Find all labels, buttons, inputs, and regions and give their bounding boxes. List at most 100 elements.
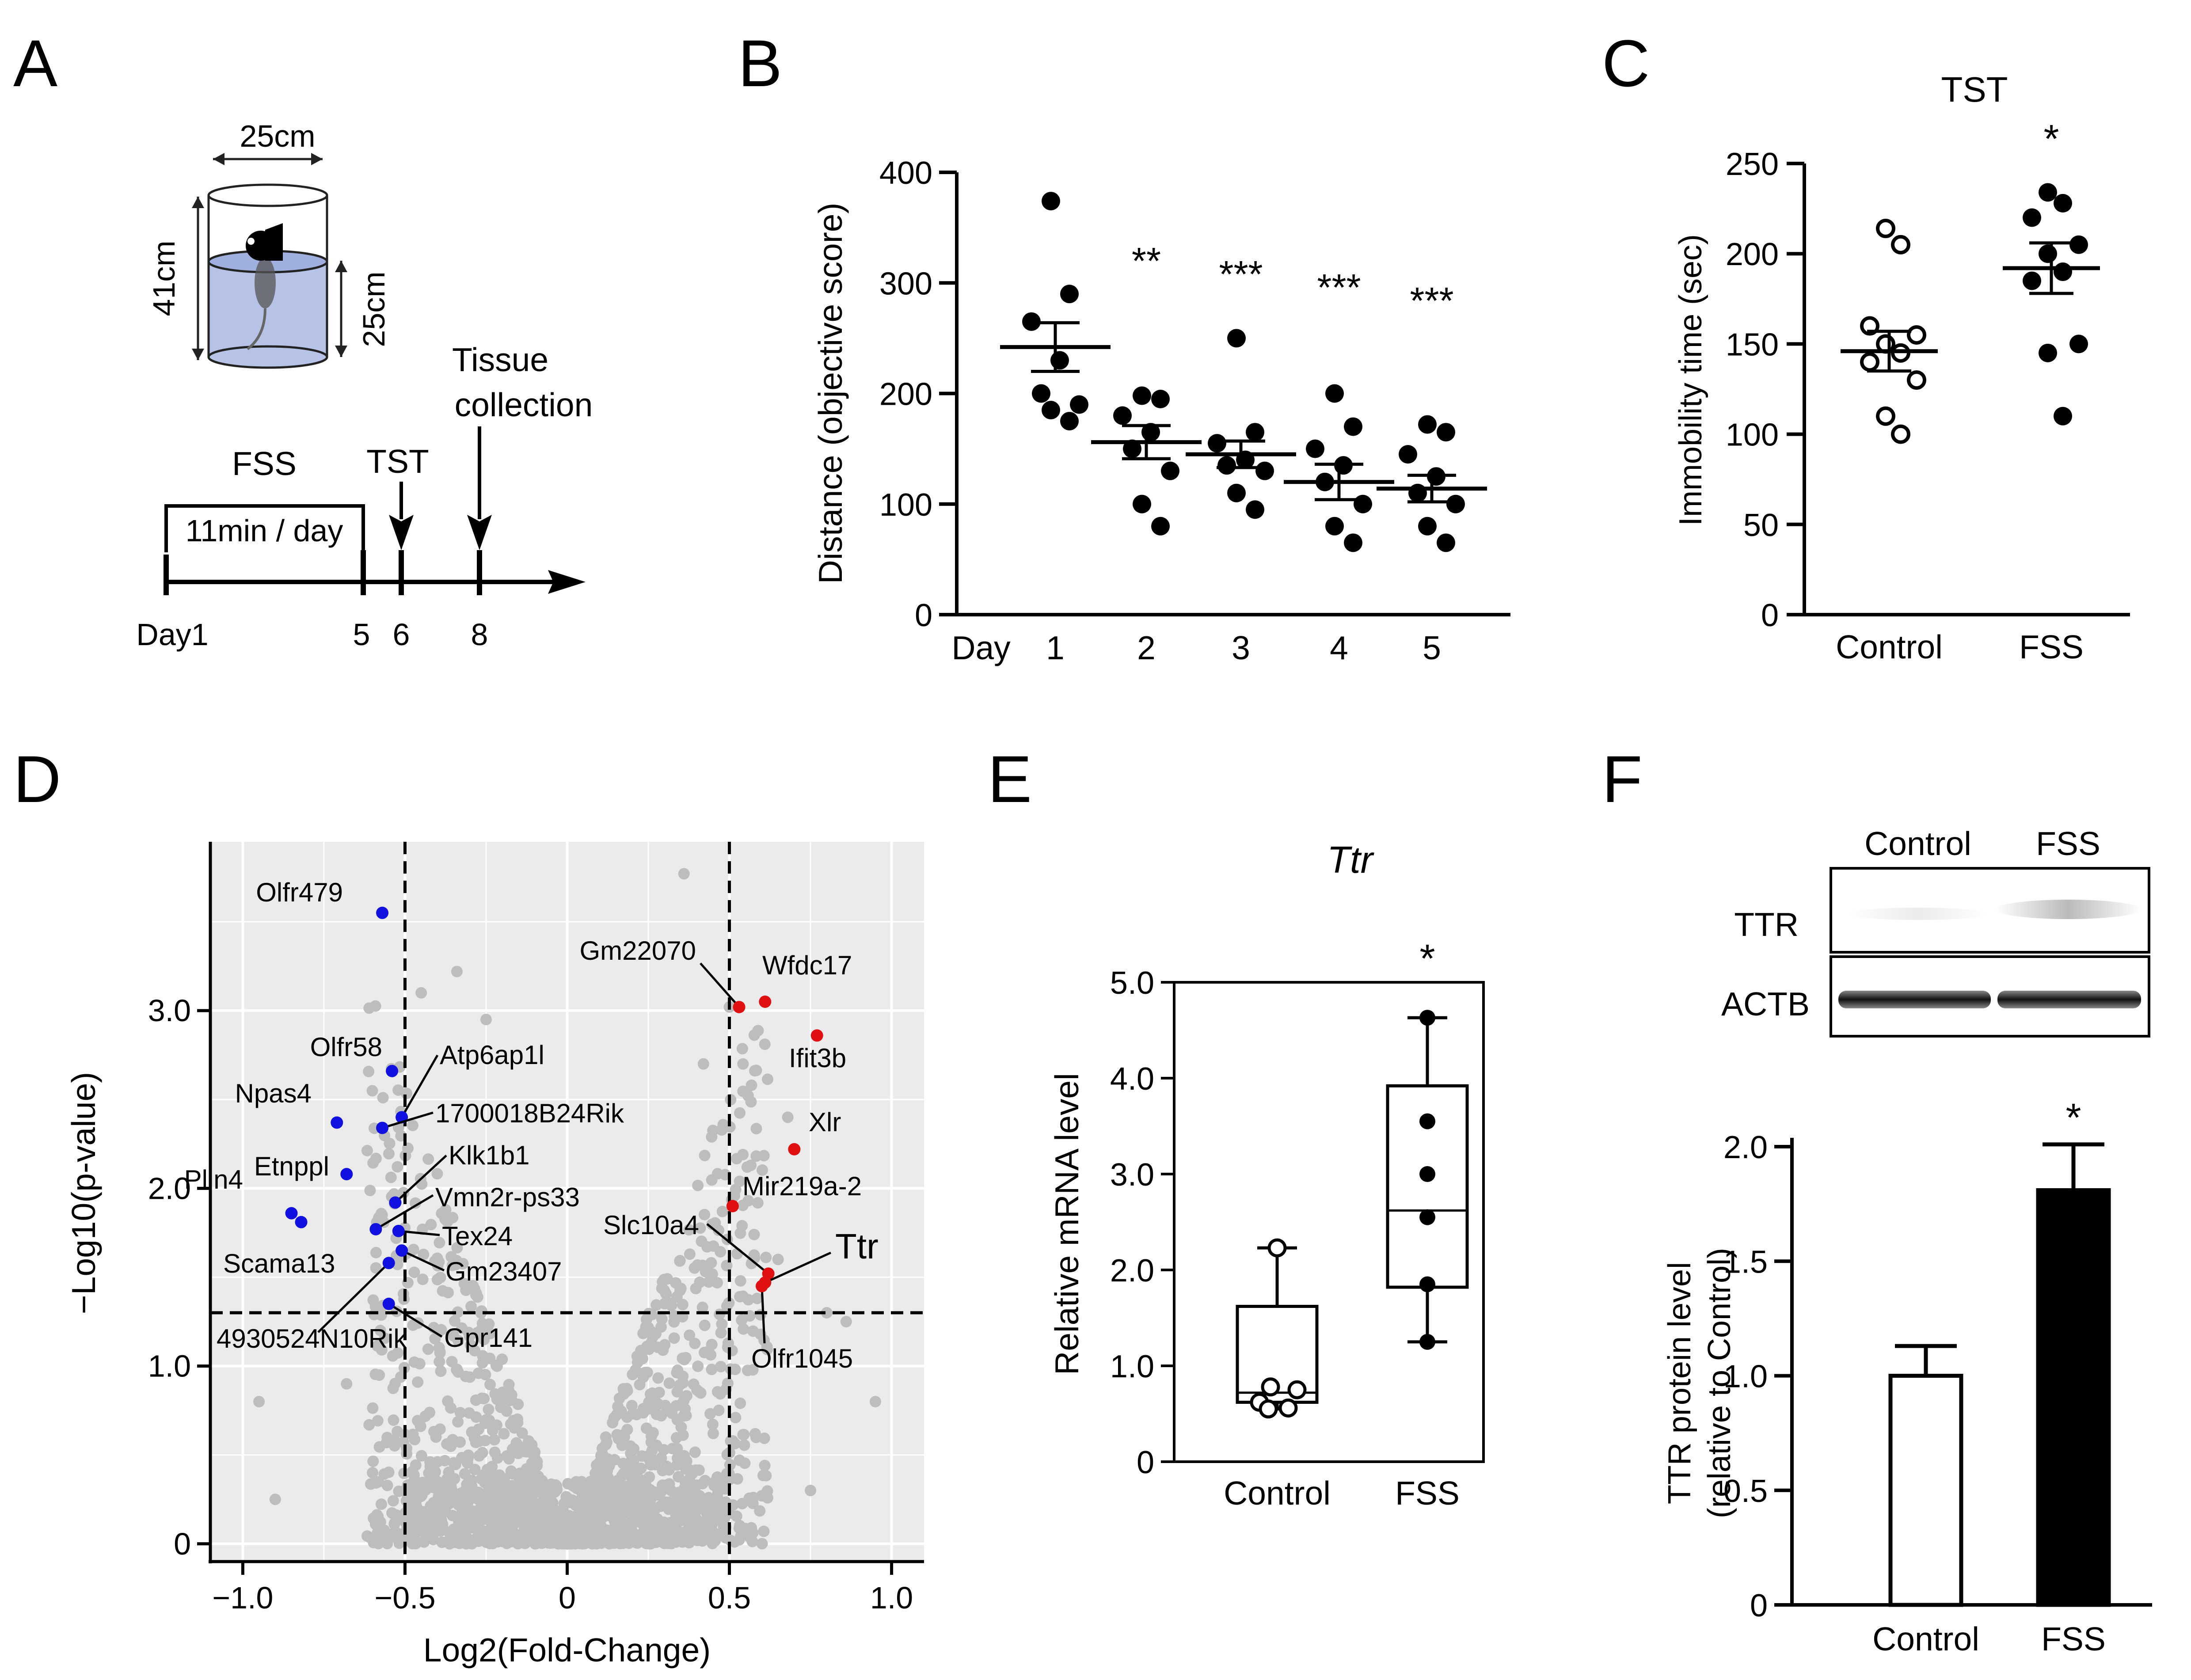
chart-d-background-point	[601, 1526, 612, 1538]
panel-b-letter: B	[738, 26, 782, 100]
chart-d-background-point	[431, 1168, 443, 1180]
chart-b-point	[1032, 384, 1050, 403]
chart-b-point	[1255, 461, 1274, 480]
chart-f-ytick-label: 0	[1750, 1588, 1768, 1623]
chart-d-background-point	[460, 1498, 472, 1510]
chart-d-label-leader	[700, 962, 740, 1008]
chart-d-background-point	[637, 1371, 649, 1383]
chart-d-background-point	[748, 1029, 760, 1041]
chart-d-background-point	[488, 1434, 500, 1446]
timeline-tick-6: 6	[393, 617, 410, 652]
chart-b-point	[1227, 329, 1246, 348]
chart-d-xtick-label: 0	[559, 1581, 576, 1615]
chart-d-background-point	[696, 1259, 708, 1271]
chart-d-background-point	[478, 1334, 490, 1346]
chart-d-background-point	[641, 1341, 653, 1353]
chart-d-background-point	[689, 1338, 701, 1349]
chart-d-background-point	[606, 1495, 618, 1507]
chart-b-point	[1042, 401, 1060, 420]
chart-d-background-point	[713, 1404, 725, 1416]
chart-d-up-gene-point	[755, 1280, 768, 1292]
chart-b-point	[1306, 439, 1324, 458]
chart-d-background-point	[607, 1417, 619, 1429]
chart-b-point	[1418, 517, 1437, 536]
chart-d-background-point	[679, 1507, 691, 1519]
chart-b-point	[1133, 386, 1151, 405]
chart-d-down-gene-point	[392, 1224, 405, 1237]
chart-d-background-point	[407, 1120, 418, 1132]
chart-d-background-point	[627, 1408, 639, 1420]
chart-d-background-point	[711, 1168, 723, 1180]
chart-d-ytick-label: 1.0	[148, 1349, 191, 1384]
chart-d-background-point	[444, 1476, 456, 1488]
chart-e-significance: *	[1419, 937, 1435, 981]
chart-d-background-point	[476, 1447, 488, 1459]
chart-d-background-point	[597, 1494, 609, 1506]
chart-d-background-point	[805, 1485, 817, 1497]
chart-d-xtick-label: 1.0	[870, 1581, 913, 1615]
chart-d-background-point	[710, 1492, 722, 1504]
chart-d-background-point	[678, 1482, 690, 1494]
chart-d-background-point	[730, 1412, 742, 1424]
chart-d-background-point	[393, 1485, 405, 1497]
chart-b-xtick-label: 5	[1423, 629, 1441, 666]
chart-d-background-point	[738, 1439, 750, 1451]
chart-d-down-gene-point	[285, 1207, 298, 1220]
chart-d-background-point	[429, 1333, 441, 1345]
chart-d-up-gene-point	[726, 1200, 739, 1212]
chart-d-background-point	[690, 1464, 702, 1476]
chart-d-background-point	[446, 1509, 458, 1521]
chart-d-background-point	[782, 1111, 794, 1123]
chart-d-background-point	[626, 1489, 638, 1501]
chart-b-ytick-label: 300	[879, 266, 932, 301]
chart-d-background-point	[645, 1511, 657, 1523]
chart-f-bar	[1888, 1374, 1963, 1607]
chart-b-xtick-label: 3	[1232, 629, 1250, 666]
chart-d-background-point	[410, 1197, 422, 1209]
chart-d-background-point	[407, 1466, 418, 1478]
chart-b-point	[1344, 533, 1362, 552]
chart-d-background-point	[632, 1534, 644, 1546]
chart-d-background-point	[697, 1058, 709, 1070]
chart-d-up-gene-label: Wfdc17	[762, 950, 852, 980]
chart-d-background-point	[699, 1319, 711, 1331]
chart-d-background-point	[571, 1482, 583, 1494]
chart-d-background-point	[420, 1477, 432, 1489]
chart-d-background-point	[655, 1321, 667, 1333]
chart-b-significance: ***	[1219, 254, 1263, 296]
chart-c-point	[1891, 424, 1910, 444]
chart-d-background-point	[706, 1364, 718, 1376]
chart-c-point	[1907, 370, 1926, 390]
chart-d-down-gene-label: Olfr479	[256, 878, 343, 907]
chart-d-background-point	[652, 1342, 664, 1353]
chart-d-background-point	[451, 1364, 463, 1376]
chart-d-background-point	[721, 1448, 733, 1460]
timeline: FSS 11min / day TST Tissue collection Da…	[136, 341, 593, 652]
chart-d-down-gene-label: Gm23407	[445, 1257, 562, 1286]
chart-d-background-point	[689, 1446, 701, 1458]
chart-d-background-point	[470, 1535, 482, 1547]
chart-e-point	[1419, 1166, 1435, 1182]
chart-d-background-point	[479, 1368, 491, 1380]
chart-d-background-point	[392, 1161, 403, 1173]
chart-e-point	[1261, 1377, 1280, 1397]
chart-f-ylabel-line1: TTR protein level	[1662, 1262, 1697, 1504]
chart-b-point	[1246, 423, 1264, 442]
chart-d-background-point	[401, 1448, 413, 1460]
chart-e-point	[1419, 1010, 1435, 1026]
chart-d-background-point	[488, 1522, 500, 1534]
chart-d-label-leader	[398, 1230, 440, 1236]
chart-d-background-point	[521, 1480, 533, 1492]
chart-b-point	[1060, 412, 1079, 431]
chart-d-background-point	[475, 1325, 487, 1337]
chart-d-background-point	[742, 1294, 754, 1306]
chart-d-background-point	[734, 1397, 746, 1409]
blot-row-actb: ACTB	[1721, 985, 1810, 1022]
chart-d-background-point	[758, 1432, 770, 1444]
chart-d-background-point	[503, 1379, 515, 1391]
chart-d-background-point	[425, 1219, 437, 1231]
chart-d-background-point	[748, 1228, 760, 1240]
chart-d-background-point	[441, 1216, 453, 1228]
panel-c-letter: C	[1602, 26, 1650, 100]
chart-d-background-point	[448, 1532, 460, 1543]
